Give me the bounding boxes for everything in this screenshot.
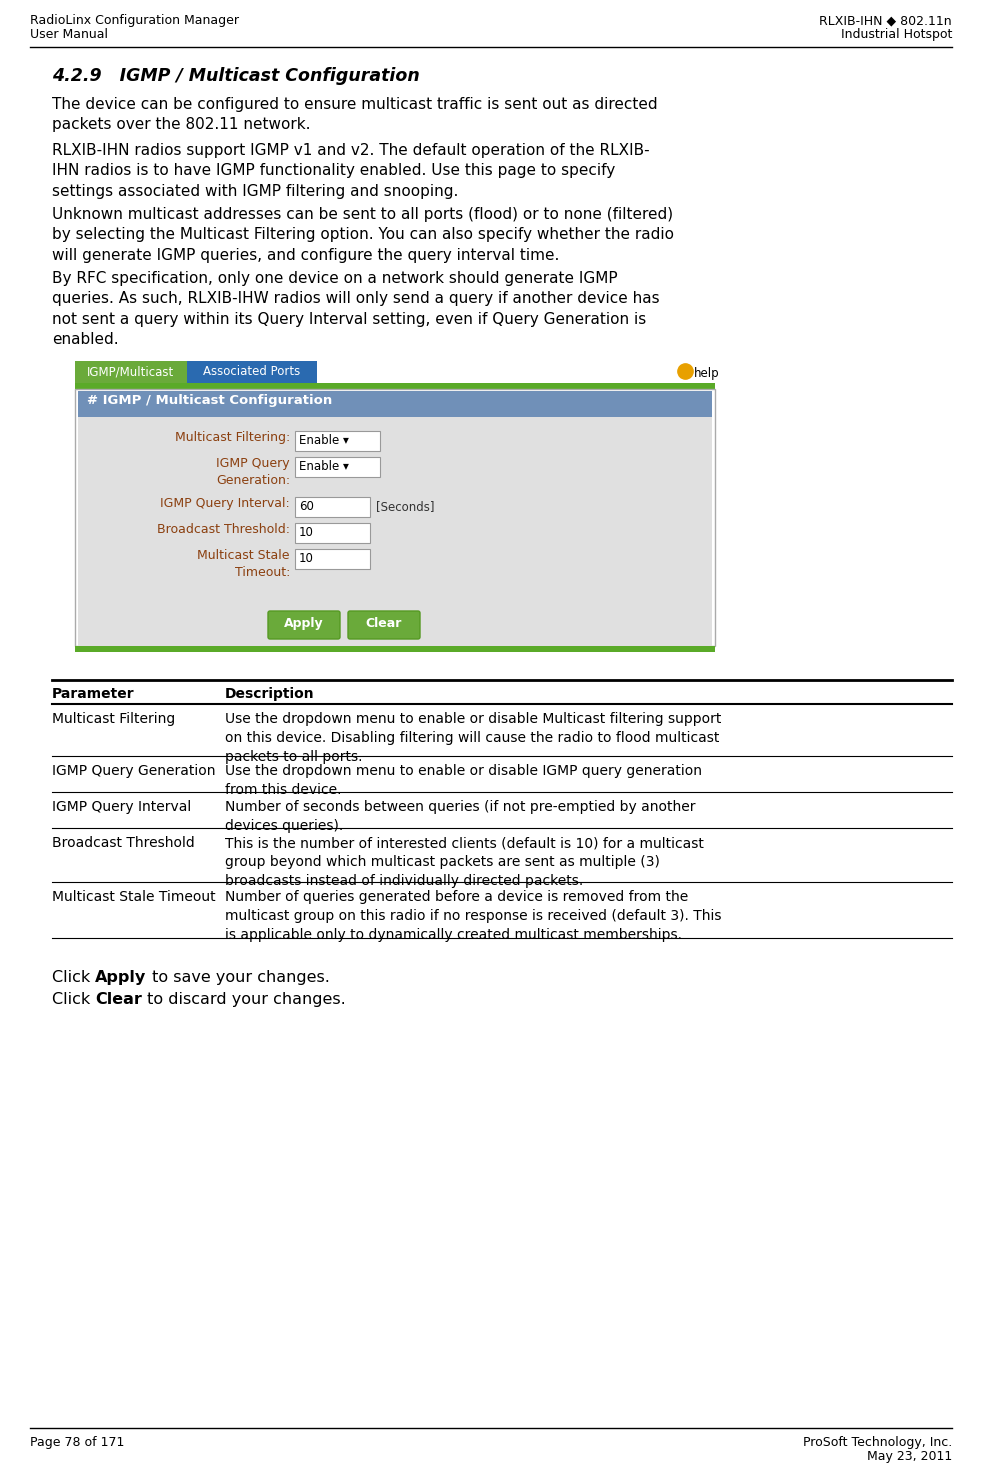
Text: Industrial Hotspot: Industrial Hotspot (841, 28, 952, 41)
Text: Number of queries generated before a device is removed from the
multicast group : Number of queries generated before a dev… (225, 890, 722, 942)
Text: Number of seconds between queries (if not pre-emptied by another
devices queries: Number of seconds between queries (if no… (225, 801, 695, 833)
Text: ?: ? (682, 364, 687, 375)
Text: RLXIB-IHN radios support IGMP v1 and v2. The default operation of the RLXIB-
IHN: RLXIB-IHN radios support IGMP v1 and v2.… (52, 142, 650, 198)
Bar (75, 361, 187, 383)
Text: Apply: Apply (95, 970, 146, 986)
Text: Associated Ports: Associated Ports (203, 364, 300, 378)
Text: IGMP Query Interval: IGMP Query Interval (52, 801, 191, 814)
Text: Click: Click (52, 970, 95, 986)
Text: IGMP Query Interval:: IGMP Query Interval: (160, 497, 290, 510)
Text: Broadcast Threshold:: Broadcast Threshold: (157, 523, 290, 536)
Bar (78, 417, 712, 604)
Text: Use the dropdown menu to enable or disable IGMP query generation
from this devic: Use the dropdown menu to enable or disab… (225, 764, 702, 798)
Text: Enable ▾: Enable ▾ (299, 460, 349, 473)
Text: By RFC specification, only one device on a network should generate IGMP
queries.: By RFC specification, only one device on… (52, 270, 660, 347)
Text: RadioLinx Configuration Manager: RadioLinx Configuration Manager (30, 15, 239, 26)
Bar (78, 604, 712, 646)
Text: 10: 10 (299, 552, 314, 566)
FancyBboxPatch shape (268, 611, 340, 639)
Bar (75, 389, 715, 646)
Text: Broadcast Threshold: Broadcast Threshold (52, 836, 194, 851)
Text: Apply: Apply (284, 617, 324, 630)
Text: to discard your changes.: to discard your changes. (142, 992, 346, 1008)
Text: Multicast Filtering:: Multicast Filtering: (175, 430, 290, 444)
Bar (75, 646, 715, 652)
Text: 60: 60 (299, 499, 314, 513)
Text: # IGMP / Multicast Configuration: # IGMP / Multicast Configuration (87, 394, 332, 407)
Text: Click: Click (52, 992, 95, 1008)
Text: help: help (694, 367, 720, 380)
Text: Clear: Clear (366, 617, 403, 630)
Text: Parameter: Parameter (52, 687, 135, 701)
Text: Use the dropdown menu to enable or disable Multicast filtering support
on this d: Use the dropdown menu to enable or disab… (225, 712, 722, 764)
Text: Page 78 of 171: Page 78 of 171 (30, 1437, 125, 1448)
Text: IGMP Query Generation: IGMP Query Generation (52, 764, 215, 779)
Bar (75, 383, 715, 389)
Text: Multicast Stale
Timeout:: Multicast Stale Timeout: (197, 549, 290, 579)
Text: Multicast Stale Timeout: Multicast Stale Timeout (52, 890, 216, 903)
FancyBboxPatch shape (348, 611, 420, 639)
Text: The device can be configured to ensure multicast traffic is sent out as directed: The device can be configured to ensure m… (52, 97, 658, 132)
Text: IGMP Query
Generation:: IGMP Query Generation: (216, 457, 290, 488)
Text: Unknown multicast addresses can be sent to all ports (flood) or to none (filtere: Unknown multicast addresses can be sent … (52, 207, 674, 263)
Text: 4.2.9   IGMP / Multicast Configuration: 4.2.9 IGMP / Multicast Configuration (52, 68, 419, 85)
Text: IGMP/Multicast: IGMP/Multicast (87, 364, 175, 378)
Text: Description: Description (225, 687, 314, 701)
Text: Multicast Filtering: Multicast Filtering (52, 712, 175, 726)
Text: to save your changes.: to save your changes. (146, 970, 330, 986)
Bar (295, 523, 370, 544)
Text: [Seconds]: [Seconds] (376, 499, 434, 513)
Bar (78, 391, 712, 417)
Text: Enable ▾: Enable ▾ (299, 433, 349, 447)
Text: Clear: Clear (95, 992, 142, 1008)
Bar (295, 430, 380, 451)
Text: ProSoft Technology, Inc.: ProSoft Technology, Inc. (802, 1437, 952, 1448)
Text: RLXIB-IHN ◆ 802.11n: RLXIB-IHN ◆ 802.11n (819, 15, 952, 26)
Bar (295, 549, 370, 569)
Text: May 23, 2011: May 23, 2011 (867, 1450, 952, 1463)
Text: This is the number of interested clients (default is 10) for a multicast
group b: This is the number of interested clients… (225, 836, 704, 887)
Bar (295, 457, 380, 477)
Text: User Manual: User Manual (30, 28, 108, 41)
Text: 10: 10 (299, 526, 314, 539)
Bar (295, 497, 370, 517)
Bar (187, 361, 317, 383)
